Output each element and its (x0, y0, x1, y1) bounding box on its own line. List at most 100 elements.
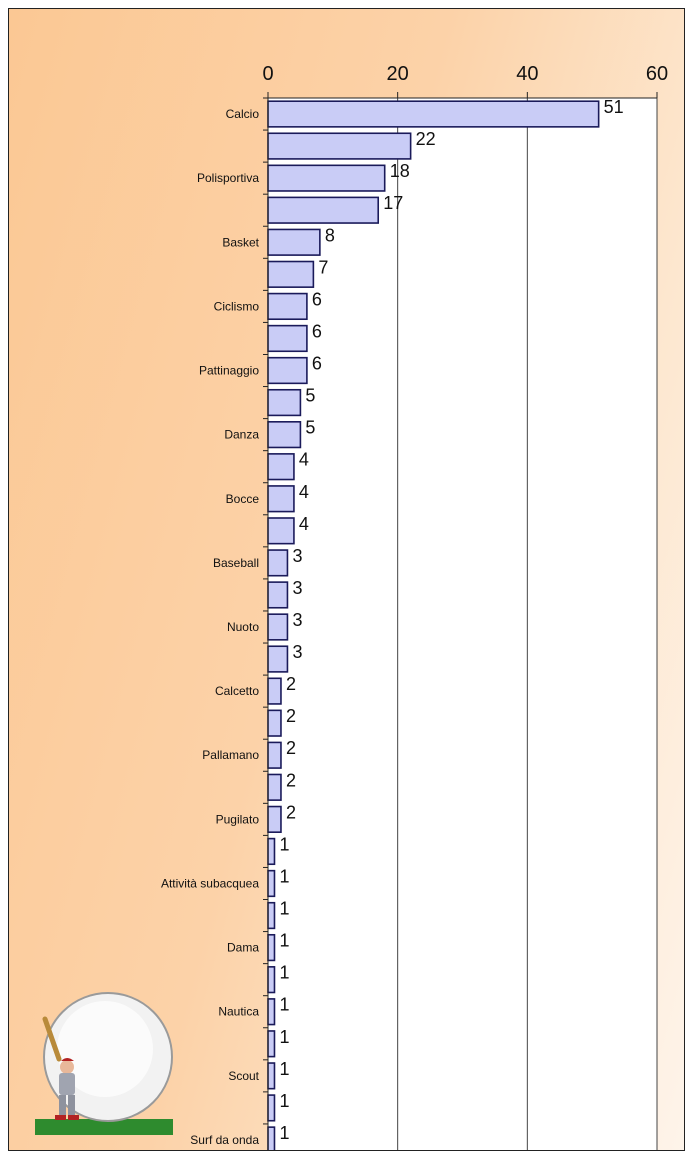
x-tick-label: 40 (516, 63, 538, 85)
data-label: 8 (325, 225, 335, 245)
bar (267, 356, 308, 385)
bars (267, 100, 600, 1150)
data-label: 5 (305, 386, 315, 406)
x-tick-label: 60 (646, 63, 668, 85)
bar (267, 549, 289, 577)
bar (267, 164, 386, 192)
category-labels: Calcio Polisportiva Basket Ciclismo Pattinag… (161, 107, 260, 1147)
category-label: Calcetto (215, 684, 259, 698)
data-label: 4 (299, 450, 309, 470)
bar (267, 517, 295, 545)
data-label: 2 (286, 674, 296, 694)
data-label: 3 (292, 642, 302, 662)
bar (267, 709, 282, 737)
plot-area (268, 98, 657, 1150)
data-label: 18 (390, 161, 410, 181)
data-label: 5 (305, 418, 315, 438)
data-label: 2 (286, 770, 296, 790)
data-label: 1 (279, 1123, 289, 1143)
category-label: Scout (228, 1069, 259, 1083)
category-label: Pugilato (216, 812, 260, 826)
bar (267, 677, 282, 705)
category-label: Baseball (213, 556, 259, 570)
data-label: 1 (279, 995, 289, 1015)
data-label: 1 (279, 963, 289, 983)
bar (267, 581, 289, 609)
bar (267, 453, 295, 481)
data-label: 3 (292, 610, 302, 630)
data-label: 1 (279, 866, 289, 886)
bar (267, 228, 321, 256)
data-label: 17 (383, 193, 403, 213)
data-label: 3 (292, 578, 302, 598)
data-label: 2 (286, 738, 296, 758)
grass-ground (35, 1119, 173, 1135)
data-label: 7 (318, 257, 328, 277)
bar (267, 869, 276, 898)
data-label: 2 (286, 802, 296, 822)
data-label: 1 (279, 1059, 289, 1079)
data-label: 3 (292, 546, 302, 566)
data-label: 4 (299, 482, 309, 502)
chart-frame: 0 20 40 60 Calcio Polisportiva Basket Ciclismo… (8, 8, 685, 1151)
category-label: Danza (224, 428, 259, 442)
bar (267, 1094, 276, 1122)
bar (267, 100, 600, 128)
category-label: Bocce (226, 492, 260, 506)
category-label: Ciclismo (214, 299, 260, 313)
ball-highlight (57, 1001, 153, 1097)
data-label: 6 (312, 289, 322, 309)
data-label: 1 (279, 931, 289, 951)
category-label: Polisportiva (197, 171, 259, 185)
data-label: 1 (279, 1027, 289, 1047)
bar (267, 1030, 276, 1058)
bar (267, 388, 302, 417)
bar-chart: 0 20 40 60 Calcio Polisportiva Basket Ciclismo… (35, 63, 668, 1150)
category-label: Surf da onda (190, 1133, 259, 1147)
category-label: Nuoto (227, 620, 259, 634)
bar (267, 132, 412, 160)
data-label: 51 (604, 97, 624, 117)
category-label: Calcio (226, 107, 260, 121)
bar (267, 613, 289, 641)
bar (267, 196, 380, 224)
data-label: 4 (299, 514, 309, 534)
grid-lines (397, 98, 658, 1150)
x-tick-label: 20 (387, 63, 409, 85)
bar (267, 421, 302, 449)
bar (267, 901, 276, 930)
category-label: Dama (227, 941, 259, 955)
data-label: 2 (286, 706, 296, 726)
bar (267, 1062, 276, 1090)
axes (263, 92, 658, 1150)
batter-figure (42, 1016, 79, 1120)
bar (267, 998, 276, 1026)
bar (267, 485, 295, 513)
bar (267, 741, 282, 769)
data-label: 1 (279, 834, 289, 854)
bar (267, 805, 282, 833)
bar (267, 773, 282, 801)
data-label: 1 (279, 1091, 289, 1111)
bar (267, 260, 315, 288)
category-label: Attività subacquea (161, 876, 259, 890)
data-label: 22 (416, 129, 436, 149)
category-label: Pallamano (202, 748, 259, 762)
category-label: Nautica (218, 1005, 259, 1019)
baseball-player-clipart (35, 992, 173, 1135)
data-label: 6 (312, 321, 322, 341)
bar (267, 933, 276, 962)
data-label: 1 (279, 899, 289, 919)
x-tick-labels: 0 20 40 60 (262, 63, 668, 85)
bar (267, 966, 276, 994)
bar (267, 292, 308, 321)
bar (267, 837, 276, 866)
x-tick-label: 0 (262, 63, 273, 85)
category-label: Pattinaggio (199, 364, 259, 378)
bar (267, 645, 289, 673)
category-label: Basket (222, 235, 259, 249)
data-label: 6 (312, 354, 322, 374)
bar (267, 1126, 276, 1150)
bar (267, 324, 308, 353)
